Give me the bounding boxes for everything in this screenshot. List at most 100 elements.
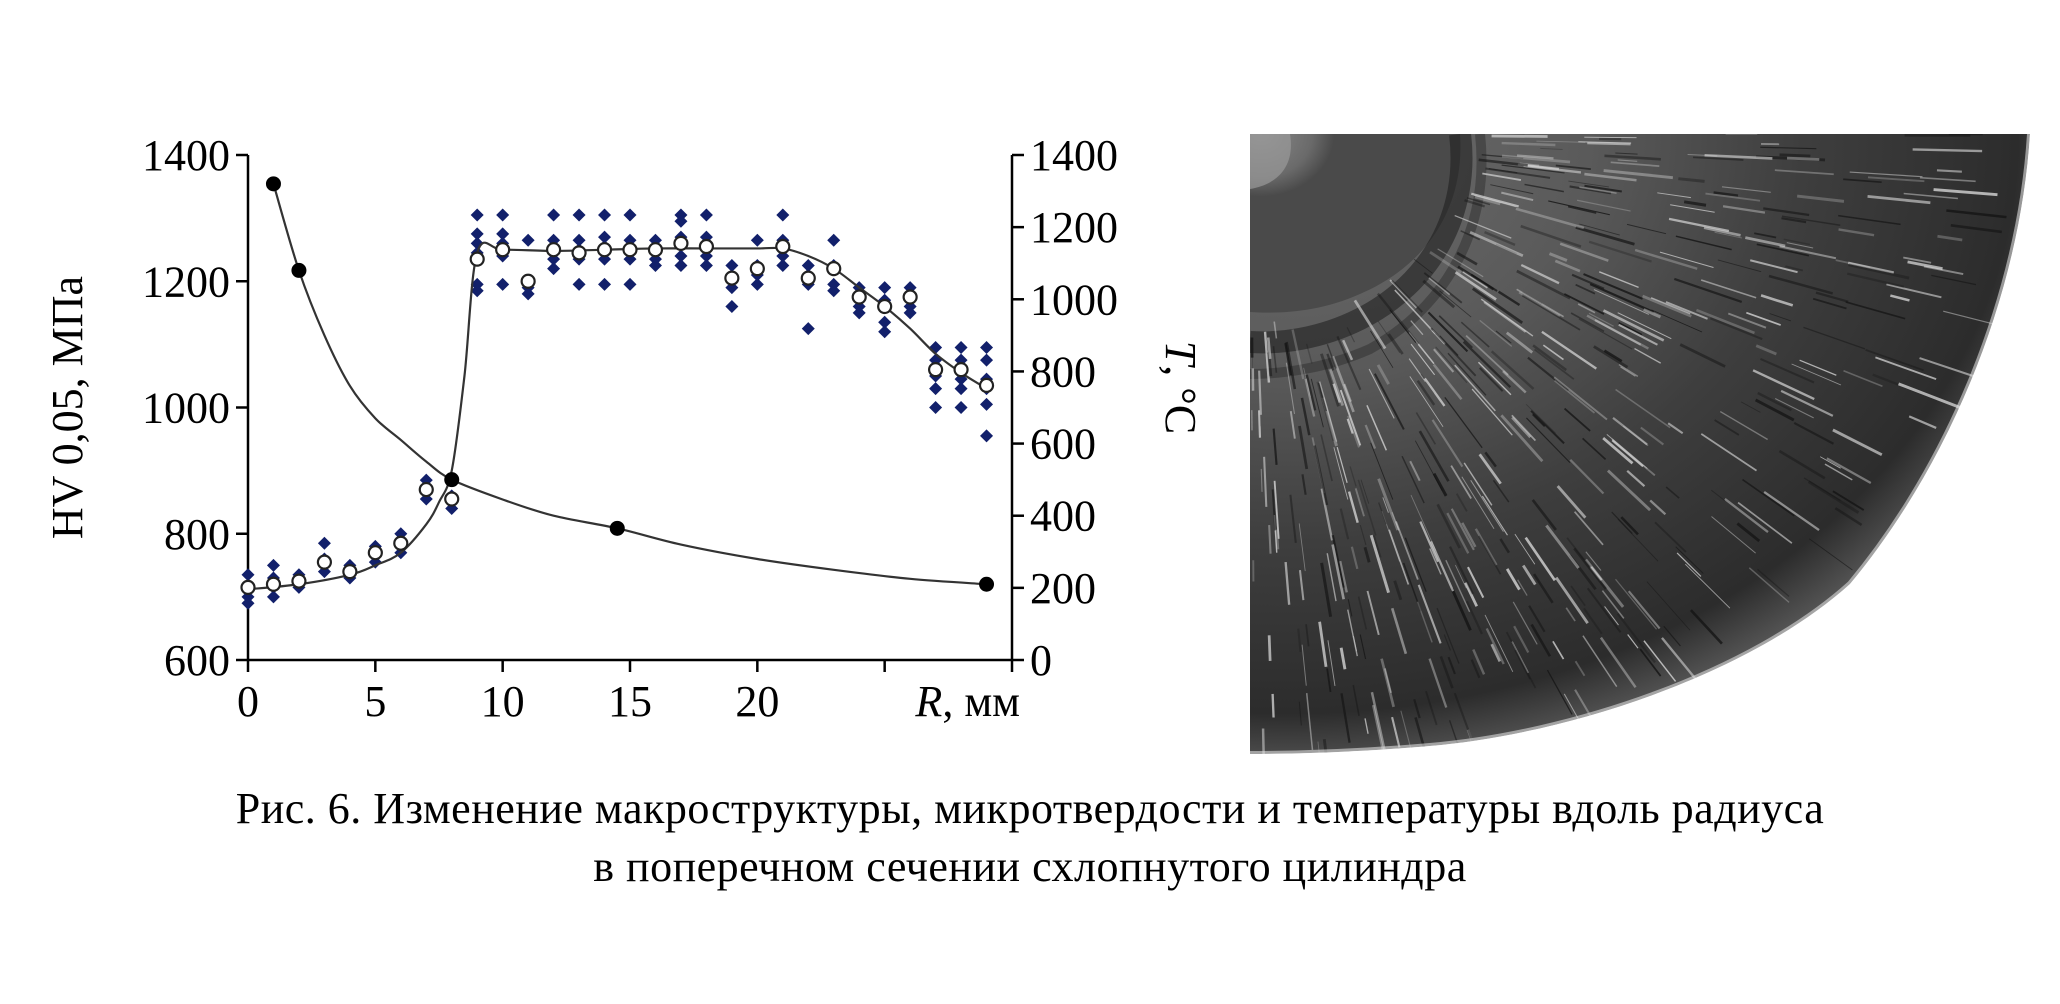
grain-streak — [1316, 381, 1335, 442]
grain-streak — [1454, 364, 1496, 412]
grain-streak — [1649, 499, 1667, 516]
grain-streak — [1626, 469, 1646, 488]
grain-streak — [1303, 367, 1311, 398]
grain-streak — [1711, 516, 1756, 554]
grain-streak — [1615, 388, 1671, 429]
grain-streak — [1331, 544, 1345, 600]
grain-streak — [1670, 204, 1715, 213]
grain-streak — [1467, 566, 1485, 599]
grain-streak — [1754, 398, 1795, 422]
grain-streak — [1366, 405, 1388, 451]
grain-streak — [1376, 364, 1390, 385]
hardness-point — [954, 401, 968, 414]
hardness-point — [776, 258, 790, 272]
grain-streak — [1582, 635, 1618, 688]
grain-streak — [1756, 243, 1810, 257]
grain-streak — [1305, 693, 1314, 750]
grain-streak — [1353, 635, 1358, 652]
grain-streak — [1685, 563, 1731, 609]
grain-streak — [1639, 648, 1662, 677]
grain-streak — [1575, 283, 1596, 295]
grain-streak — [1657, 192, 1691, 199]
grain-streak — [1554, 259, 1581, 273]
grain-streak — [1912, 148, 1983, 153]
grain-streak — [1499, 538, 1510, 554]
mean-hardness-point — [316, 554, 332, 570]
grain-streak — [1429, 540, 1455, 592]
grain-streak — [1481, 154, 1524, 160]
x-tick-label: 5 — [364, 677, 386, 726]
right-axis-title-symbol: T — [1156, 341, 1205, 369]
grain-streak — [1679, 343, 1726, 368]
grain-streak — [1490, 350, 1535, 390]
grain-streak — [1443, 634, 1452, 651]
grain-streak — [1320, 353, 1340, 407]
right-axis-title-unit: , °С — [1156, 365, 1205, 434]
chart-series — [240, 176, 995, 610]
grain-streak — [1481, 495, 1508, 536]
grain-streak — [1526, 417, 1571, 464]
grain-streak — [1514, 533, 1536, 565]
grain-streak — [1387, 333, 1404, 355]
left-tick-label: 1200 — [142, 257, 230, 306]
grain-streak — [1505, 631, 1537, 689]
grain-streak — [1528, 605, 1546, 633]
grain-streak — [1410, 343, 1436, 376]
grain-streak — [1353, 299, 1387, 350]
hardness-point — [878, 325, 892, 339]
grain-streak — [1408, 331, 1435, 365]
grain-streak — [1593, 345, 1629, 369]
grain-streak — [1556, 485, 1587, 519]
hardness-point — [598, 208, 612, 222]
grain-streak — [1423, 377, 1446, 407]
grain-streak — [1676, 552, 1702, 577]
grain-streak — [1931, 274, 1977, 286]
grain-streak — [1578, 318, 1633, 350]
grain-streak — [1470, 479, 1504, 532]
grain-streak — [1461, 522, 1477, 548]
grain-streak — [1285, 341, 1297, 390]
grain-streak — [1606, 469, 1652, 512]
grain-streak — [1785, 265, 1804, 272]
grain-streak — [1533, 348, 1575, 380]
grain-streak — [1525, 404, 1557, 434]
x-tick-label: 0 — [237, 677, 259, 726]
grain-streak — [1627, 634, 1639, 649]
grain-streak — [1749, 259, 1798, 274]
grain-streak — [1518, 291, 1561, 318]
grain-streak — [1258, 410, 1262, 438]
grain-streak — [1388, 529, 1410, 585]
mean-hardness-point — [240, 579, 256, 596]
grain-streak — [1439, 656, 1454, 689]
grain-streak — [1376, 292, 1420, 345]
grain-streak — [1737, 501, 1793, 544]
hardness-point — [929, 401, 943, 414]
grain-streak — [1382, 497, 1389, 513]
grain-streak — [1474, 528, 1498, 566]
grain-streak — [1756, 568, 1790, 597]
grain-streak — [1711, 489, 1726, 502]
grain-streak — [1559, 242, 1609, 262]
grain-streak — [1845, 301, 1906, 320]
grain-streak — [1622, 425, 1649, 447]
grain-streak — [1478, 535, 1502, 575]
grain-streak — [1760, 146, 1817, 150]
grain-streak — [1521, 294, 1581, 331]
grain-streak — [1796, 194, 1845, 203]
grain-streak — [1587, 142, 1631, 146]
mean-hardness-point — [393, 535, 409, 551]
grain-streak — [1359, 634, 1367, 660]
grain-streak — [1339, 389, 1362, 446]
grain-streak — [1465, 334, 1509, 376]
grain-streak — [1336, 336, 1362, 391]
mean-hardness-point — [978, 377, 995, 394]
grain-streak — [1569, 185, 1612, 195]
hardness-point — [496, 277, 510, 291]
grain-streak — [1488, 168, 1518, 174]
grain-streak — [1736, 522, 1761, 543]
left-axis-title: HV 0,05, МПа — [43, 276, 92, 539]
grain-streak — [1322, 739, 1328, 754]
grain-streak — [1512, 601, 1538, 645]
hardness-point — [241, 568, 255, 582]
grain-streak — [1390, 607, 1408, 655]
